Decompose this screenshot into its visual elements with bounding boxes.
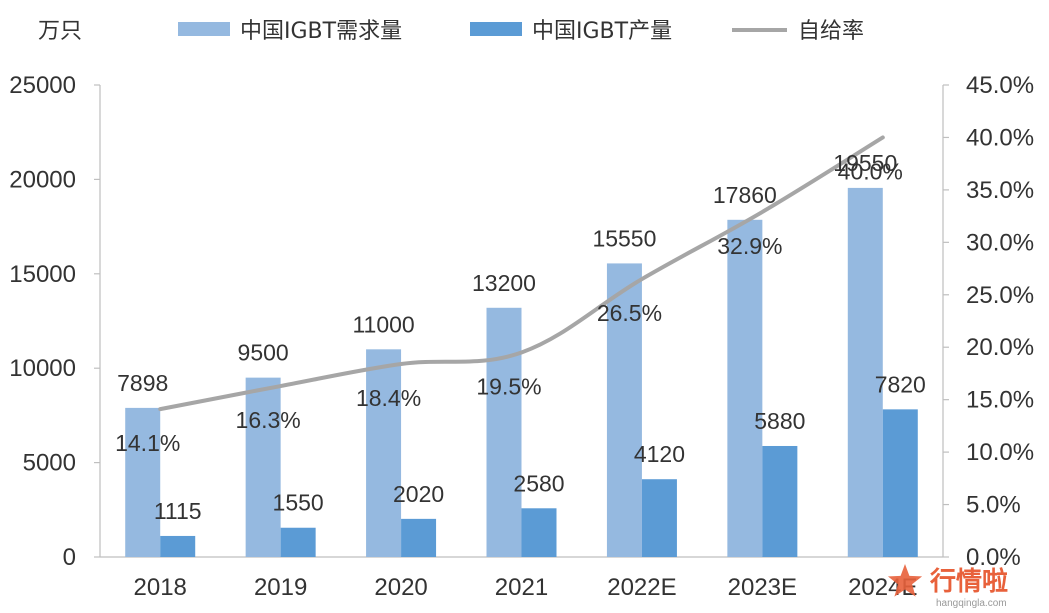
bar-demand — [606, 263, 642, 557]
y-left-tick-label: 20000 — [9, 166, 76, 193]
data-label-production: 2020 — [393, 481, 444, 507]
legend-demand-swatch — [178, 22, 230, 36]
data-label-rate: 32.9% — [717, 233, 782, 259]
data-label-production: 5880 — [754, 408, 805, 434]
y-right-tick-label: 20.0% — [966, 334, 1034, 361]
data-label-rate: 16.3% — [236, 407, 301, 433]
x-tick-label: 2021 — [495, 574, 548, 601]
data-label-production: 2580 — [513, 470, 564, 496]
legend-production: 中国IGBT产量 — [470, 19, 672, 44]
y-right-tick-label: 25.0% — [966, 282, 1034, 309]
data-label-demand: 19550 — [833, 150, 897, 176]
bar-production — [641, 479, 677, 557]
data-label-demand: 15550 — [592, 225, 656, 251]
data-label-demand: 11000 — [352, 311, 414, 337]
y-left-tick-label: 15000 — [9, 261, 76, 288]
y-left-tick-label: 10000 — [9, 355, 76, 382]
data-label-demand: 17860 — [713, 182, 777, 208]
y-right-tick-label: 40.0% — [966, 124, 1034, 151]
data-label-production: 1550 — [273, 490, 324, 516]
data-label-production: 1115 — [154, 498, 202, 524]
data-label-rate: 40.0% — [838, 158, 903, 184]
bar-demand — [366, 349, 402, 557]
bar-demand — [727, 219, 763, 557]
bar-demand — [245, 377, 281, 557]
legend-production-swatch — [470, 22, 522, 36]
x-tick-label: 2023E — [728, 574, 797, 601]
legend-rate-label: 自给率 — [798, 19, 864, 44]
bar-demand — [486, 307, 522, 557]
legend-demand-label: 中国IGBT需求量 — [240, 19, 402, 44]
data-label-demand: 9500 — [238, 340, 289, 366]
watermark-star-icon — [887, 564, 923, 597]
y-left-tick-label: 25000 — [9, 72, 76, 99]
y-left-tick-label: 0 — [63, 544, 76, 571]
legend-production-label: 中国IGBT产量 — [532, 19, 672, 44]
y-right-tick-label: 35.0% — [966, 177, 1034, 204]
bar-production — [762, 445, 798, 557]
data-label-rate: 14.1% — [115, 430, 180, 456]
y-right-tick-label: 30.0% — [966, 229, 1034, 256]
x-tick-label: 2020 — [374, 574, 427, 601]
data-label-demand: 13200 — [472, 270, 536, 296]
watermark-text: 行情啦 — [929, 566, 1008, 597]
x-tick-label: 2019 — [254, 574, 307, 601]
legend-demand: 中国IGBT需求量 — [178, 19, 402, 44]
y-left-tick-label: 5000 — [23, 450, 76, 477]
data-label-rate: 26.5% — [597, 300, 662, 326]
data-label-demand: 7898 — [117, 370, 168, 396]
y-right-tick-label: 45.0% — [966, 72, 1034, 99]
bar-production — [280, 527, 316, 557]
y-right-tick-label: 15.0% — [966, 387, 1034, 414]
legend-rate: 自给率 — [732, 19, 864, 44]
y-right-tick-label: 10.0% — [966, 439, 1034, 466]
data-label-production: 7820 — [875, 371, 926, 397]
bar-production — [882, 409, 918, 557]
y-right-tick-label: 0.0% — [966, 544, 1021, 571]
bar-production — [401, 518, 437, 557]
data-label-rate: 19.5% — [476, 373, 541, 399]
bar-production — [160, 535, 196, 557]
x-tick-label: 2022E — [607, 574, 676, 601]
line-self-sufficiency — [158, 135, 885, 412]
data-label-rate: 18.4% — [356, 385, 421, 411]
y-left-unit-label: 万只 — [38, 19, 82, 44]
watermark-sub: hangqingla.com — [936, 598, 1007, 609]
data-label-production: 4120 — [634, 441, 685, 467]
x-tick-label: 2018 — [134, 574, 187, 601]
bar-demand — [847, 187, 883, 557]
bar-demand — [125, 407, 161, 557]
bar-production — [521, 508, 557, 557]
y-right-tick-label: 5.0% — [966, 492, 1021, 519]
